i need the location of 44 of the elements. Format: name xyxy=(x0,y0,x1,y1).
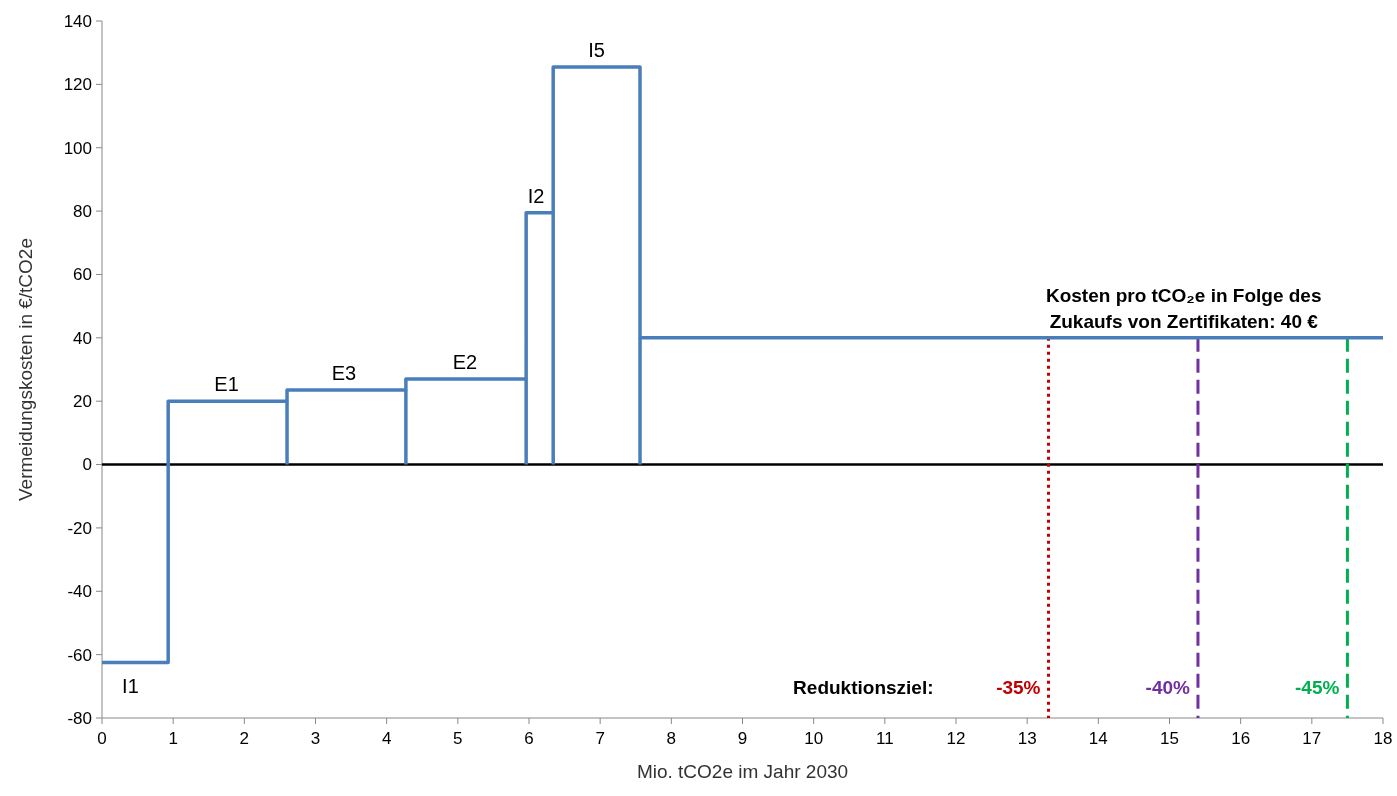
annotation: -40% xyxy=(1145,677,1191,698)
y-tick-label: 0 xyxy=(82,455,92,475)
annotation: E2 xyxy=(452,351,478,373)
x-axis-title: Mio. tCO2e im Jahr 2030 xyxy=(636,761,849,782)
y-axis-title: Vermeidungskosten in €/tCO2e xyxy=(15,238,36,501)
annotation: Reduktionsziel: xyxy=(793,677,934,698)
annotation: I5 xyxy=(588,38,605,61)
x-tick-label: 8 xyxy=(666,729,677,748)
x-tick-label: 7 xyxy=(595,729,605,748)
y-tick-label: -60 xyxy=(67,645,92,665)
x-tick-label: 12 xyxy=(946,729,966,748)
x-tick-label: 2 xyxy=(239,729,250,748)
x-tick-label: 4 xyxy=(381,729,392,748)
annotation: E3 xyxy=(331,362,357,385)
x-tick-label: 14 xyxy=(1088,729,1108,748)
annotation: -45% xyxy=(1295,677,1340,698)
x-tick-label: 6 xyxy=(524,729,534,748)
annotation: I1 xyxy=(122,674,139,697)
y-tick-label: 20 xyxy=(73,392,92,412)
x-tick-label: 5 xyxy=(453,729,463,748)
x-tick-label: 17 xyxy=(1302,729,1322,748)
y-tick-label: -20 xyxy=(67,518,92,538)
x-tick-label: 1 xyxy=(168,729,178,748)
x-tick-label: 3 xyxy=(310,729,321,748)
x-tick-label: 15 xyxy=(1160,729,1179,748)
y-tick-label: 40 xyxy=(73,328,92,348)
y-tick-label: -80 xyxy=(67,708,92,728)
x-tick-label: 18 xyxy=(1373,729,1393,748)
x-tick-label: 0 xyxy=(97,729,107,748)
y-tick-label: 140 xyxy=(63,11,92,31)
x-tick-label: 16 xyxy=(1231,729,1251,748)
y-tick-label: 100 xyxy=(63,138,92,158)
x-tick-label: 11 xyxy=(876,729,894,748)
x-tick-label: 10 xyxy=(804,729,824,748)
y-tick-label: 80 xyxy=(73,202,92,222)
annotation: -35% xyxy=(996,677,1041,698)
y-tick-label: 120 xyxy=(63,75,92,95)
y-tick-label: -40 xyxy=(67,582,92,602)
annotation: E1 xyxy=(214,373,239,396)
x-tick-label: 9 xyxy=(737,729,748,748)
x-tick-label: 13 xyxy=(1017,729,1037,748)
annotation: Kosten pro tCO₂e in Folge des Zukaufs von Zertifikaten: 40 € xyxy=(1045,284,1322,332)
annotation: I2 xyxy=(527,184,545,207)
y-tick-label: 60 xyxy=(73,265,92,285)
